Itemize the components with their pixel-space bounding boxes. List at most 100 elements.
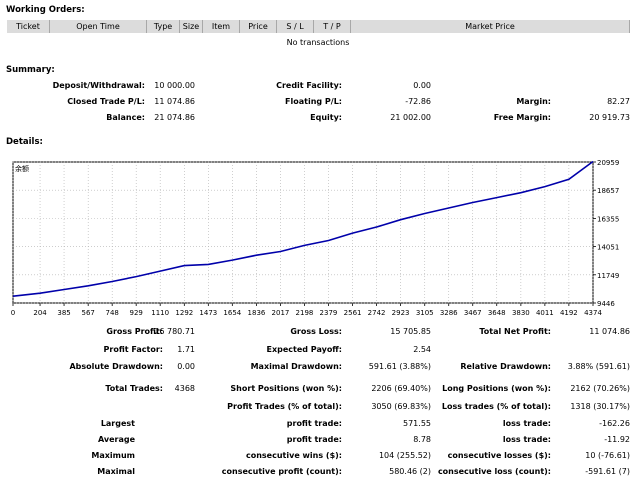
free-margin-value: 20 919.73 — [589, 113, 630, 122]
col-size[interactable]: Size — [179, 20, 203, 33]
maximal-consecutive-loss-label: consecutive loss (count): — [437, 467, 551, 476]
col-ticket[interactable]: Ticket — [6, 20, 50, 33]
orders-header-row: Ticket Open Time Type Size Item Price S … — [6, 20, 630, 33]
profit-trades-value: 3050 (69.83%) — [371, 402, 431, 411]
col-tp[interactable]: T / P — [313, 20, 351, 33]
chart-x-tick-label: 3105 — [416, 309, 434, 317]
max-consecutive-wins-label: consecutive wins ($): — [245, 451, 342, 460]
balance-chart: 0 204 385 567 748 929 1110 1292 1473 1654 1836 2017… — [0, 158, 640, 318]
maximum-head: Maximum — [91, 451, 135, 460]
floating-pl-value: -72.86 — [405, 97, 431, 106]
total-net-profit-label: Total Net Profit: — [479, 327, 551, 336]
chart-y-tick-label: 20959 — [597, 159, 619, 167]
chart-x-tick-label: 2198 — [296, 309, 314, 317]
average-profit-trade-value: 8.78 — [413, 435, 431, 444]
absolute-drawdown-value: 0.00 — [177, 362, 195, 371]
closed-trade-pl-label: Closed Trade P/L: — [67, 97, 145, 106]
maximal-drawdown-label: Maximal Drawdown: — [250, 362, 342, 371]
total-trades-label: Total Trades: — [105, 384, 163, 393]
maximal-consecutive-profit-value: 580.46 (2) — [389, 467, 431, 476]
chart-x-tick-label: 2017 — [272, 309, 290, 317]
equity-value: 21 002.00 — [390, 113, 431, 122]
short-positions-value: 2206 (69.40%) — [371, 384, 431, 393]
orders-empty-row: No transactions — [7, 33, 630, 50]
chart-x-tick-label: 2742 — [368, 309, 386, 317]
chart-x-tick-label: 1473 — [199, 309, 217, 317]
long-positions-label: Long Positions (won %): — [442, 384, 551, 393]
deposit-withdrawal-value: 10 000.00 — [154, 81, 195, 90]
col-market-price[interactable]: Market Price — [350, 20, 630, 33]
chart-x-tick-label: 1836 — [248, 309, 266, 317]
largest-head: Largest — [100, 419, 135, 428]
gross-profit-label: Gross Profit: — [106, 327, 163, 336]
relative-drawdown-value: 3.88% (591.61) — [567, 362, 630, 371]
working-orders-title: Working Orders: — [6, 5, 85, 15]
chart-x-tick-label: 204 — [33, 309, 47, 317]
floating-pl-label: Floating P/L: — [285, 97, 342, 106]
max-consecutive-wins-value: 104 (255.52) — [378, 451, 431, 460]
chart-x-tick-label: 2379 — [320, 309, 338, 317]
average-head: Average — [97, 435, 135, 444]
total-trades-value: 4368 — [174, 384, 195, 393]
chart-y-tick-label: 9446 — [597, 300, 615, 308]
balance-line — [12, 160, 594, 297]
working-orders-table: Ticket Open Time Type Size Item Price S … — [6, 20, 630, 50]
col-type[interactable]: Type — [146, 20, 180, 33]
col-item[interactable]: Item — [202, 20, 240, 33]
average-profit-trade-label: profit trade: — [286, 435, 342, 444]
credit-facility-value: 0.00 — [413, 81, 431, 90]
col-open-time[interactable]: Open Time — [49, 20, 147, 33]
profit-trades-label: Profit Trades (% of total): — [227, 402, 342, 411]
loss-trades-value: 1318 (30.17%) — [570, 402, 630, 411]
largest-profit-trade-value: 571.55 — [403, 419, 431, 428]
maximal-drawdown-value: 591.61 (3.88%) — [368, 362, 431, 371]
chart-x-tick-label: 567 — [81, 309, 94, 317]
chart-x-tick-label: 3648 — [488, 309, 506, 317]
profit-factor-label: Profit Factor: — [103, 345, 163, 354]
chart-plot-area — [12, 161, 594, 304]
chart-x-tick-label: 1654 — [223, 309, 241, 317]
closed-trade-pl-value: 11 074.86 — [154, 97, 195, 106]
chart-y-tick-label: 14051 — [597, 244, 619, 252]
col-price[interactable]: Price — [239, 20, 277, 33]
maximal-head: Maximal — [97, 467, 135, 476]
free-margin-label: Free Margin: — [493, 113, 551, 122]
maximal-consecutive-profit-label: consecutive profit (count): — [221, 467, 342, 476]
max-consecutive-losses-label: consecutive losses ($): — [447, 451, 551, 460]
chart-x-tick-label: 1292 — [175, 309, 193, 317]
chart-x-tick-label: 4011 — [536, 309, 554, 317]
expected-payoff-label: Expected Payoff: — [266, 345, 342, 354]
largest-profit-trade-label: profit trade: — [286, 419, 342, 428]
no-transactions-text: No transactions — [286, 37, 350, 47]
chart-y-tick-label: 11749 — [597, 272, 619, 280]
relative-drawdown-label: Relative Drawdown: — [460, 362, 551, 371]
col-sl[interactable]: S / L — [276, 20, 314, 33]
balance-chart-svg: 0 204 385 567 748 929 1110 1292 1473 1654 1836 2017… — [11, 159, 620, 317]
margin-label: Margin: — [516, 97, 551, 106]
gross-loss-label: Gross Loss: — [290, 327, 342, 336]
largest-loss-trade-label: loss trade: — [502, 419, 551, 428]
expected-payoff-value: 2.54 — [413, 345, 431, 354]
credit-facility-label: Credit Facility: — [276, 81, 342, 90]
chart-x-tick-label: 748 — [105, 309, 118, 317]
chart-y-tick-label: 18657 — [597, 187, 619, 195]
chart-x-tick-label: 929 — [129, 309, 142, 317]
chart-x-tick-label: 4374 — [584, 309, 602, 317]
chart-x-tick-label: 1110 — [151, 309, 169, 317]
balance-value: 21 074.86 — [154, 113, 195, 122]
average-loss-trade-label: loss trade: — [502, 435, 551, 444]
chart-x-tick-label: 385 — [57, 309, 70, 317]
chart-corner-label: 余额 — [15, 164, 29, 173]
deposit-withdrawal-label: Deposit/Withdrawal: — [52, 81, 145, 90]
max-consecutive-losses-value: 10 (-76.61) — [585, 451, 630, 460]
average-loss-trade-value: -11.92 — [604, 435, 630, 444]
long-positions-value: 2162 (70.26%) — [570, 384, 630, 393]
gross-loss-value: 15 705.85 — [390, 327, 431, 336]
chart-x-tick-label: 3467 — [464, 309, 482, 317]
loss-trades-label: Loss trades (% of total): — [441, 402, 551, 411]
chart-x-tick-label: 4192 — [560, 309, 578, 317]
profit-factor-value: 1.71 — [177, 345, 195, 354]
details-title: Details: — [6, 137, 43, 147]
absolute-drawdown-label: Absolute Drawdown: — [69, 362, 163, 371]
short-positions-label: Short Positions (won %): — [230, 384, 342, 393]
